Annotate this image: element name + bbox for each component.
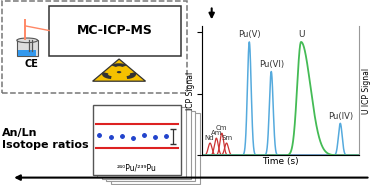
Text: Sm: Sm bbox=[222, 135, 233, 141]
Text: MC-ICP-MS: MC-ICP-MS bbox=[77, 24, 153, 37]
Bar bbox=[97, 107, 186, 177]
Bar bbox=[2, 1, 187, 92]
Y-axis label: ICP Signal: ICP Signal bbox=[186, 72, 195, 110]
Text: Pu(IV): Pu(IV) bbox=[328, 112, 353, 121]
Circle shape bbox=[117, 71, 121, 73]
Text: U: U bbox=[298, 31, 304, 39]
Bar bbox=[49, 6, 181, 56]
Wedge shape bbox=[111, 63, 127, 67]
Bar bbox=[93, 105, 181, 175]
Text: ²⁴⁰Pu/²³⁹Pu: ²⁴⁰Pu/²³⁹Pu bbox=[117, 163, 157, 172]
Bar bbox=[111, 113, 200, 184]
Text: Pu(VI): Pu(VI) bbox=[259, 60, 284, 69]
Text: Am: Am bbox=[211, 130, 222, 136]
Text: Cm: Cm bbox=[216, 125, 228, 131]
Y-axis label: U ICP Signal: U ICP Signal bbox=[362, 68, 371, 114]
Bar bbox=[106, 111, 195, 181]
Text: Nd: Nd bbox=[204, 135, 214, 141]
X-axis label: Time (s): Time (s) bbox=[262, 157, 299, 166]
Text: Pu(V): Pu(V) bbox=[238, 31, 260, 39]
Text: CE: CE bbox=[24, 59, 38, 69]
Polygon shape bbox=[93, 59, 146, 81]
Text: An/Ln
Isotope ratios: An/Ln Isotope ratios bbox=[2, 128, 88, 149]
Wedge shape bbox=[127, 72, 136, 79]
Bar bbox=[17, 40, 38, 56]
Ellipse shape bbox=[17, 38, 37, 43]
Bar bbox=[102, 109, 191, 179]
Bar bbox=[18, 50, 36, 56]
Wedge shape bbox=[102, 72, 112, 79]
